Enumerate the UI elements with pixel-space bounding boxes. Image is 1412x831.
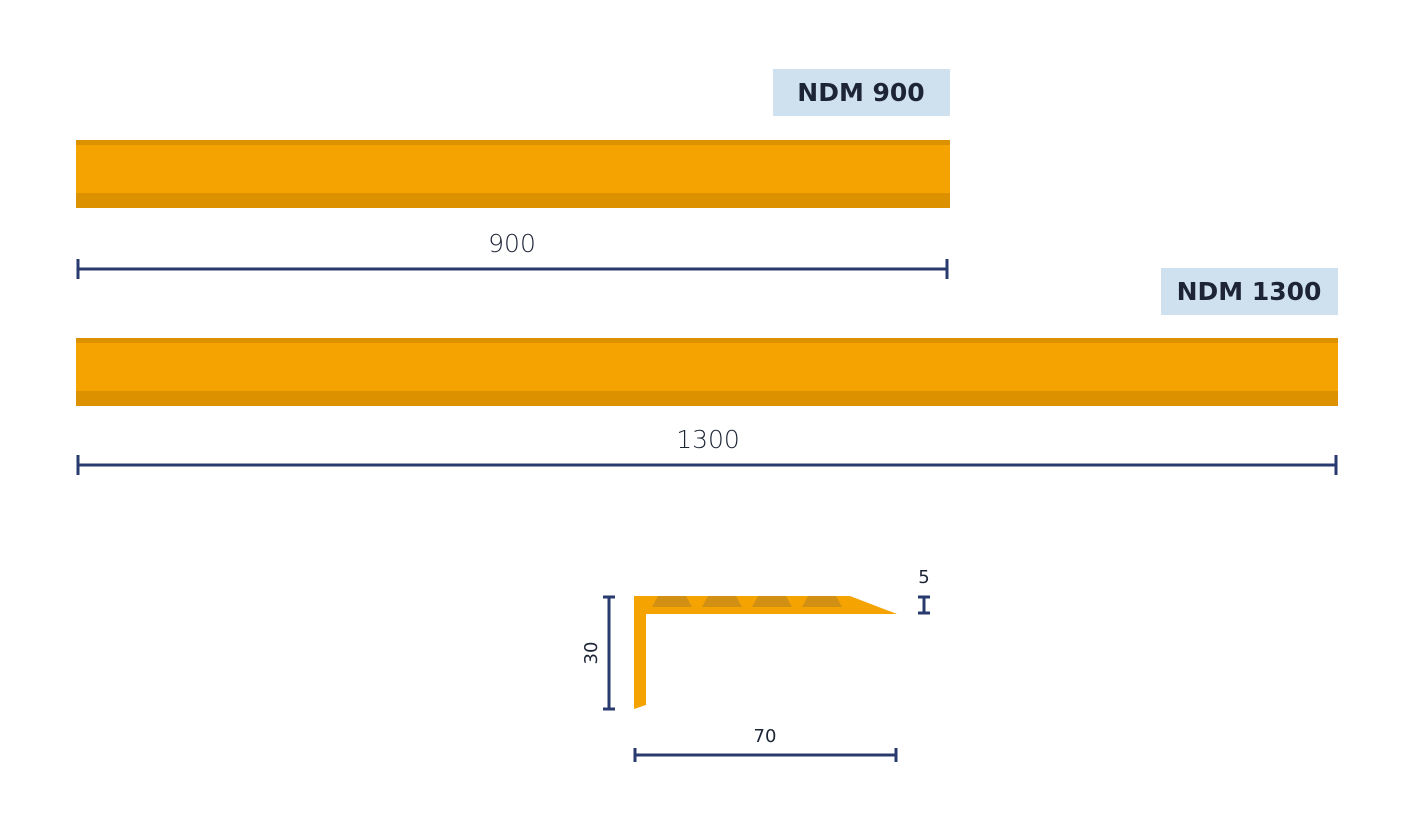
profile-label: NDM 900 [797, 78, 924, 107]
dimension-label: 70 [754, 726, 777, 747]
dimension-label: 30 [581, 642, 602, 665]
bar-edge [76, 193, 950, 208]
label-box [773, 69, 950, 116]
dimension-line [603, 595, 615, 711]
dimension-line [76, 455, 1338, 475]
profile-label: NDM 1300 [1177, 277, 1322, 306]
grooves [652, 596, 842, 607]
cross-section [634, 596, 897, 709]
bar-edge [76, 391, 1338, 406]
dimension-label: 1300 [676, 425, 740, 454]
bar-edge [76, 140, 950, 145]
dimension-line [76, 259, 949, 279]
dimension-label: 5 [918, 567, 929, 588]
label-box [1161, 268, 1338, 315]
dimension-label: 900 [488, 229, 536, 258]
bar-edge [76, 338, 1338, 343]
dimension-line [633, 748, 898, 762]
dimension-line [918, 595, 930, 615]
